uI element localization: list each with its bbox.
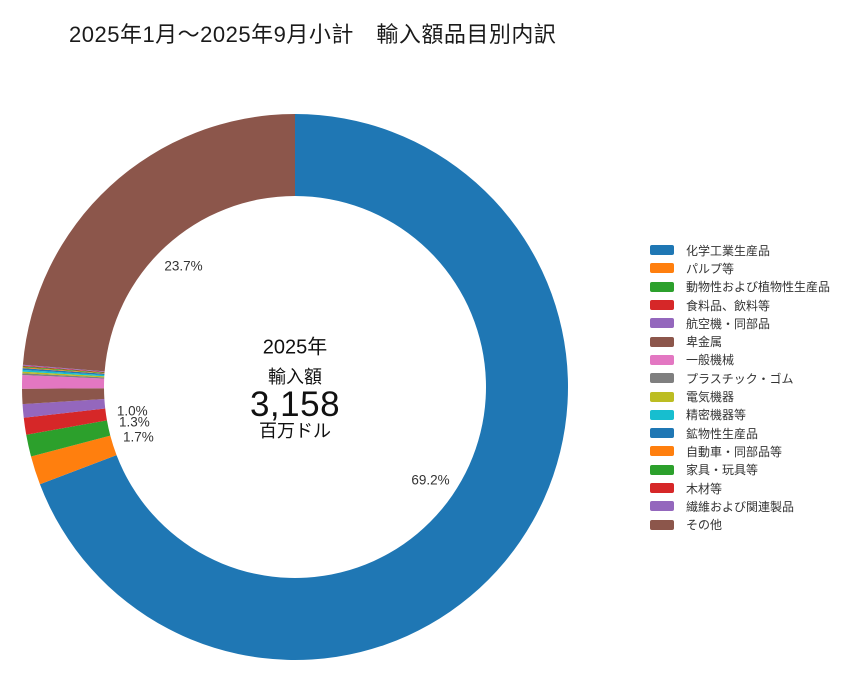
legend-label-3: 食料品、飲料等 (686, 298, 771, 313)
legend-item-7[interactable]: プラスチック・ゴム (650, 369, 830, 387)
donut-slice-5[interactable] (22, 388, 105, 405)
legend-label-2: 動物性および植物性生産品 (686, 280, 831, 295)
donut-slice-12[interactable] (22, 366, 105, 374)
legend-item-4[interactable]: 航空機・同部品 (650, 314, 830, 332)
legend-item-11[interactable]: 自動車・同部品等 (650, 442, 830, 460)
legend-item-13[interactable]: 木材等 (650, 479, 830, 497)
center-text-unit: 百万ドル (259, 421, 331, 441)
legend-label-5: 卑金属 (686, 335, 723, 350)
donut-slice-6[interactable] (22, 374, 105, 389)
legend-swatch-4 (650, 318, 674, 329)
legend-label-8: 電気機器 (686, 390, 735, 405)
legend-item-6[interactable]: 一般機械 (650, 351, 830, 369)
donut-slice-13[interactable] (22, 365, 105, 373)
legend-swatch-6 (650, 354, 674, 365)
legend-label-11: 自動車・同部品等 (686, 444, 783, 459)
legend-label-1: パルプ等 (686, 261, 735, 276)
legend-item-2[interactable]: 動物性および植物性生産品 (650, 278, 830, 296)
donut-slice-8[interactable] (22, 371, 105, 378)
legend-item-15[interactable]: その他 (650, 515, 830, 533)
donut-slice-10[interactable] (22, 368, 105, 376)
slice-percent-label-3: 1.0% (116, 403, 148, 419)
legend-item-14[interactable]: 繊維および関連製品 (650, 497, 830, 515)
legend-label-12: 家具・玩具等 (686, 463, 759, 478)
legend-item-10[interactable]: 鉱物性生産品 (650, 424, 830, 442)
donut-slice-11[interactable] (22, 367, 105, 374)
donut-slice-1[interactable] (31, 435, 117, 485)
slice-percent-label-0: 69.2% (411, 472, 450, 488)
legend-label-9: 精密機器等 (686, 408, 747, 423)
legend-item-8[interactable]: 電気機器 (650, 387, 830, 405)
legend-item-12[interactable]: 家具・玩具等 (650, 461, 830, 479)
donut-slice-4[interactable] (22, 398, 106, 418)
slice-percent-label-15: 23.7% (164, 258, 203, 274)
legend-label-10: 鉱物性生産品 (686, 426, 759, 441)
legend-swatch-13 (650, 483, 674, 493)
legend-swatch-7 (650, 373, 674, 384)
legend-label-0: 化学工業生産品 (686, 243, 771, 258)
donut-slice-14[interactable] (22, 364, 105, 373)
legend-item-3[interactable]: 食料品、飲料等 (650, 296, 830, 314)
legend-swatch-1 (650, 263, 674, 274)
donut-slice-3[interactable] (23, 408, 107, 435)
chart-title: 2025年1月～2025年9月小計 輸入額品目別内訳 (69, 22, 557, 47)
legend-label-4: 航空機・同部品 (686, 316, 771, 331)
legend-item-9[interactable]: 精密機器等 (650, 406, 830, 424)
slice-percent-label-1: 1.7% (123, 429, 154, 445)
legend-swatch-15 (650, 519, 674, 530)
legend-label-13: 木材等 (686, 481, 723, 496)
legend-swatch-5 (650, 336, 674, 347)
donut-slice-15[interactable] (22, 114, 295, 372)
legend-swatch-3 (650, 300, 674, 311)
legend-item-0[interactable]: 化学工業生産品 (650, 241, 830, 259)
legend-swatch-10 (650, 428, 674, 439)
slice-percent-label-2: 1.3% (118, 414, 150, 430)
center-text-year: 2025年 (262, 336, 328, 359)
legend-label-15: その他 (686, 518, 723, 533)
legend-swatch-8 (650, 391, 674, 402)
donut-slice-0[interactable] (39, 114, 568, 660)
center-text-total-value: 3,158 (249, 385, 341, 424)
legend-label-7: プラスチック・ゴム (686, 371, 794, 386)
legend-swatch-14 (650, 501, 674, 512)
legend-label-14: 繊維および関連製品 (686, 499, 795, 514)
donut-slice-7[interactable] (22, 373, 105, 379)
chart-legend: 化学工業生産品 パルプ等動物性および植物性生産品 食料品、飲料等 航空機・同部品 卑金属… (650, 241, 830, 534)
legend-swatch-2 (650, 281, 674, 292)
legend-label-6: 一般機械 (686, 353, 735, 368)
legend-swatch-9 (650, 409, 674, 420)
legend-swatch-0 (650, 245, 674, 256)
legend-swatch-12 (650, 464, 674, 475)
legend-item-1[interactable]: パルプ等 (650, 259, 830, 277)
center-text-label: 輸入額 (268, 367, 322, 387)
donut-slice-9[interactable] (22, 369, 105, 377)
legend-swatch-11 (650, 446, 674, 457)
legend-item-5[interactable]: 卑金属 (650, 332, 830, 350)
donut-slice-2[interactable] (26, 420, 111, 457)
